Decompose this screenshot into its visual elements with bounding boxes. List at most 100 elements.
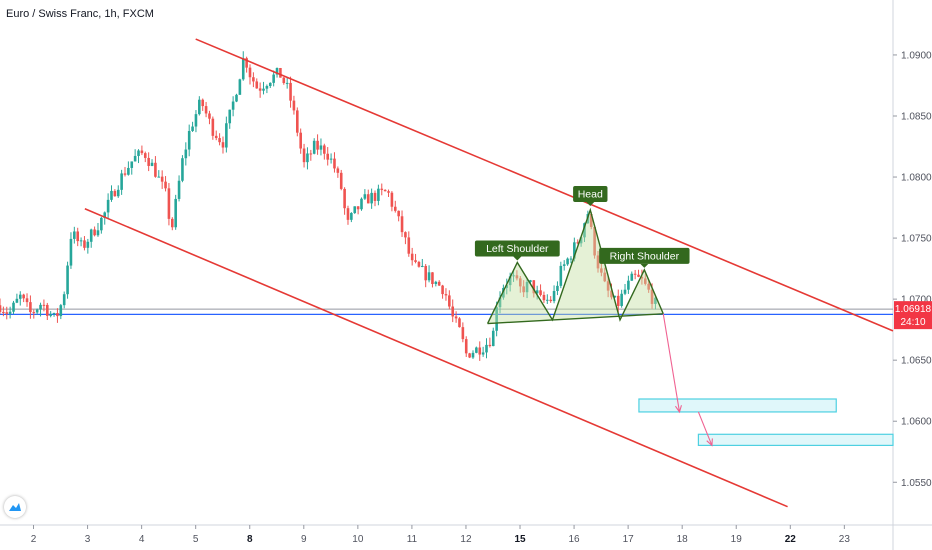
candle-body bbox=[52, 313, 56, 315]
candle-body bbox=[343, 188, 346, 209]
candle-body bbox=[171, 218, 174, 228]
candle-body bbox=[154, 162, 157, 177]
candle-body bbox=[532, 280, 536, 294]
candle-body bbox=[18, 294, 22, 299]
candle-body bbox=[89, 229, 93, 242]
candle-body bbox=[326, 153, 330, 160]
channel-lower-line bbox=[84, 208, 788, 508]
candle-body bbox=[113, 190, 117, 197]
candle-body bbox=[397, 210, 400, 217]
candle-body bbox=[404, 232, 407, 238]
candle-body bbox=[198, 99, 201, 115]
date-tick-label: 22 bbox=[785, 534, 797, 545]
candle-body bbox=[12, 302, 15, 312]
candle-body bbox=[96, 230, 100, 236]
candle-body bbox=[552, 291, 556, 302]
price-tick-label: 1.05500 bbox=[901, 478, 932, 489]
candle-body bbox=[495, 307, 498, 331]
candle-body bbox=[613, 295, 617, 298]
date-tick-label: 16 bbox=[569, 534, 581, 545]
candle-body bbox=[637, 274, 640, 277]
candle-body bbox=[93, 229, 96, 236]
candle-body bbox=[431, 272, 434, 285]
candle-body bbox=[282, 77, 286, 84]
candle-body bbox=[478, 347, 482, 355]
candle-body bbox=[600, 268, 603, 273]
head-label-box bbox=[573, 186, 608, 202]
candle-body bbox=[627, 280, 630, 290]
candle-body bbox=[485, 344, 488, 353]
head-label-pointer bbox=[586, 202, 595, 206]
candle-body bbox=[312, 140, 316, 154]
chart-title: Euro / Swiss Franc, 1h, FXCM bbox=[6, 8, 154, 20]
candle-body bbox=[448, 295, 451, 307]
candle-body bbox=[177, 180, 181, 199]
candle-body bbox=[110, 190, 113, 200]
date-tick-label: 18 bbox=[677, 534, 689, 545]
candle-body bbox=[468, 353, 471, 358]
candle-body bbox=[252, 77, 255, 82]
target-zone-box bbox=[638, 398, 837, 413]
candle-body bbox=[437, 281, 441, 286]
candle-body bbox=[150, 162, 154, 166]
head-label: Head bbox=[578, 189, 603, 201]
tradingview-logo-icon[interactable] bbox=[4, 496, 26, 518]
date-tick-label: 17 bbox=[623, 534, 635, 545]
candle-body bbox=[42, 304, 46, 306]
channel-upper-line bbox=[195, 38, 894, 332]
candle-body bbox=[380, 188, 384, 190]
candle-body bbox=[306, 153, 309, 163]
candle-body bbox=[29, 302, 32, 313]
candle-body bbox=[299, 132, 302, 149]
price-tick-label: 1.07500 bbox=[901, 234, 932, 245]
candle-body bbox=[650, 289, 654, 304]
candle-body bbox=[539, 290, 542, 295]
candle-body bbox=[444, 294, 448, 296]
date-tick-label: 23 bbox=[839, 534, 851, 545]
current-price-tag: 1.06918 24:10 bbox=[894, 301, 932, 330]
candle-body bbox=[421, 265, 424, 267]
candle-body bbox=[123, 173, 127, 175]
candle-body bbox=[360, 198, 363, 210]
left-shoulder-label: Left Shoulder bbox=[486, 243, 549, 255]
price-tick-label: 1.09000 bbox=[901, 50, 932, 61]
candle-body bbox=[316, 140, 319, 150]
candle-body bbox=[127, 167, 130, 175]
candle-body bbox=[542, 294, 546, 301]
candle-body bbox=[488, 344, 492, 347]
candle-body bbox=[211, 118, 215, 136]
horizontal-lines bbox=[0, 308, 893, 316]
pattern-outline bbox=[486, 207, 664, 324]
candle-body bbox=[458, 318, 461, 328]
candle-body bbox=[248, 67, 252, 78]
price-tick-label: 1.06500 bbox=[901, 356, 932, 367]
date-tick-label: 2 bbox=[31, 534, 37, 545]
candle-body bbox=[100, 217, 103, 231]
candle-body bbox=[400, 216, 404, 233]
candle-body bbox=[39, 304, 42, 310]
candle-body bbox=[208, 113, 211, 119]
candle-body bbox=[262, 88, 265, 91]
candle-body bbox=[86, 241, 90, 248]
candle-body bbox=[116, 189, 120, 197]
candle-body bbox=[79, 240, 83, 242]
candle-body bbox=[339, 172, 343, 189]
candle-body bbox=[363, 194, 367, 199]
price-tag-countdown: 24:10 bbox=[900, 317, 925, 328]
candle-body bbox=[654, 297, 657, 304]
candle-body bbox=[204, 106, 208, 114]
candle-body bbox=[620, 293, 623, 306]
candle-body bbox=[140, 150, 144, 154]
head-and-shoulders-pattern: Left Shoulder Head Right Shoulder bbox=[474, 186, 690, 325]
candle-body bbox=[562, 264, 566, 266]
candle-body bbox=[106, 199, 110, 213]
price-tag-value: 1.06918 bbox=[895, 304, 932, 315]
candle-body bbox=[464, 339, 468, 354]
candle-body bbox=[589, 214, 593, 227]
projection-arrow-2-head bbox=[706, 438, 713, 447]
candle-body bbox=[194, 114, 198, 127]
candle-body bbox=[427, 272, 431, 281]
candle-body bbox=[174, 198, 177, 228]
